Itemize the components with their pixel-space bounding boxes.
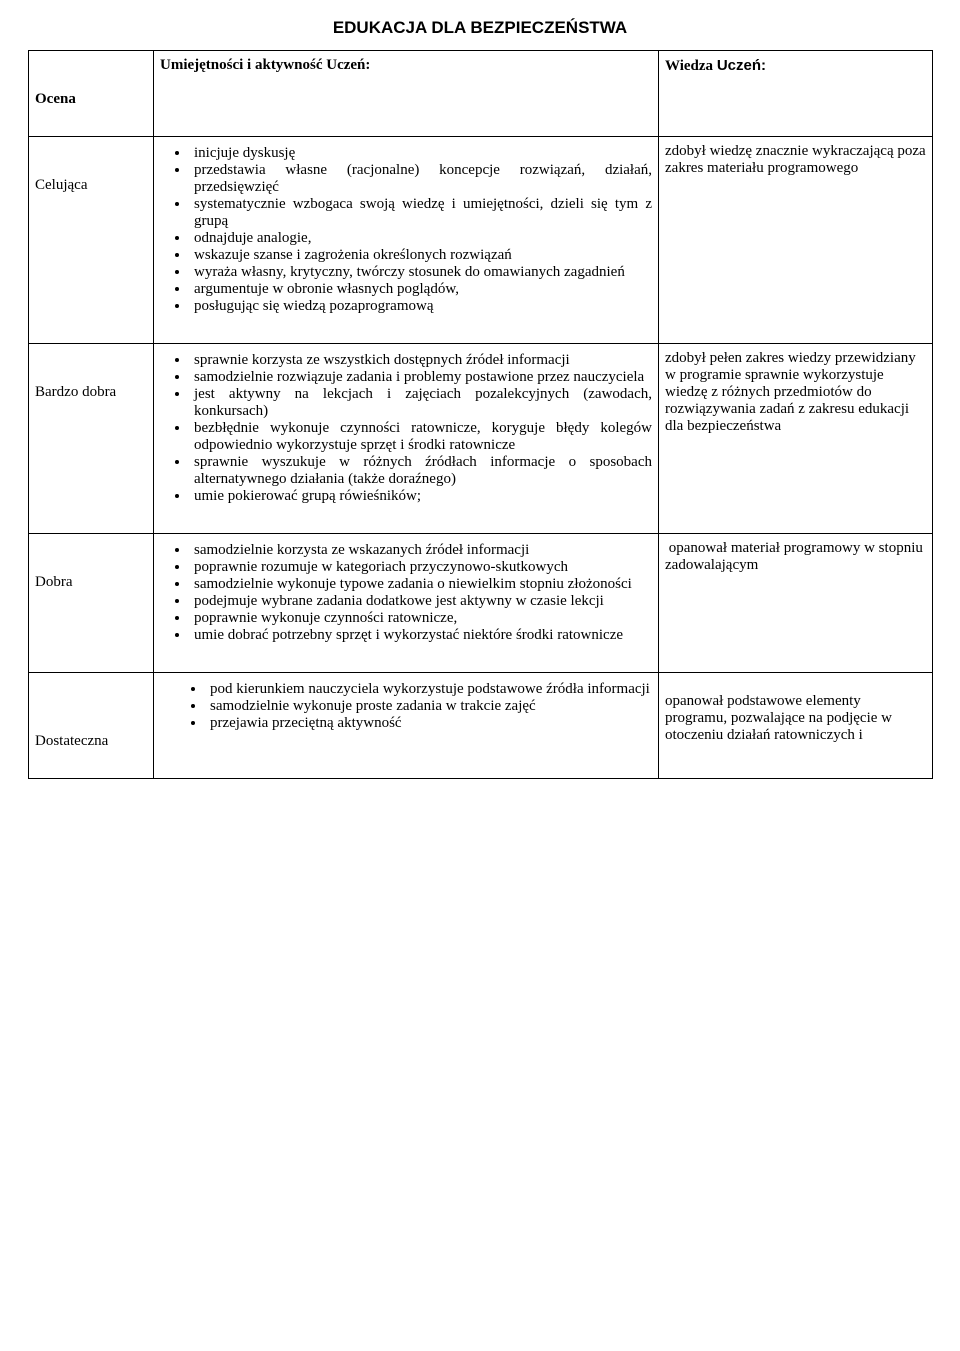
grade-label: Bardzo dobra (29, 344, 154, 534)
table-row: Celująca inicjuje dyskusję przedstawia w… (29, 137, 933, 344)
table-header-row: Ocena Umiejętności i aktywność Uczeń: Wi… (29, 51, 933, 137)
list-item: odnajduje analogie, (190, 230, 652, 247)
skills-cell: inicjuje dyskusję przedstawia własne (ra… (154, 137, 659, 344)
grade-label: Dobra (29, 534, 154, 673)
knowledge-cell: zdobył pełen zakres wiedzy przewidziany … (659, 344, 933, 534)
skills-list: sprawnie korzysta ze wszystkich dostępny… (160, 352, 652, 505)
header-umiejetnosci: Umiejętności i aktywność Uczeń: (154, 51, 659, 137)
page-title: EDUKACJA DLA BEZPIECZEŃSTWA (28, 18, 932, 38)
skills-cell: sprawnie korzysta ze wszystkich dostępny… (154, 344, 659, 534)
knowledge-cell: opanował materiał programowy w stopniu z… (659, 534, 933, 673)
grade-label: Celująca (29, 137, 154, 344)
table-row: Dobra samodzielnie korzysta ze wskazanyc… (29, 534, 933, 673)
list-item: przedstawia własne (racjonalne) koncepcj… (190, 162, 652, 196)
list-item: wskazuje szanse i zagrożenia określonych… (190, 247, 652, 264)
skills-list: samodzielnie korzysta ze wskazanych źród… (160, 542, 652, 644)
table-row: Dostateczna pod kierunkiem nauczyciela w… (29, 673, 933, 779)
list-item: inicjuje dyskusję (190, 145, 652, 162)
table-row: Bardzo dobra sprawnie korzysta ze wszyst… (29, 344, 933, 534)
list-item: sprawnie korzysta ze wszystkich dostępny… (190, 352, 652, 369)
list-item: umie dobrać potrzebny sprzęt i wykorzyst… (190, 627, 652, 644)
skills-cell: pod kierunkiem nauczyciela wykorzystuje … (154, 673, 659, 779)
list-item: pod kierunkiem nauczyciela wykorzystuje … (206, 681, 652, 698)
list-item: umie pokierować grupą rówieśników; (190, 488, 652, 505)
list-item: samodzielnie rozwiązuje zadania i proble… (190, 369, 652, 386)
list-item: podejmuje wybrane zadania dodatkowe jest… (190, 593, 652, 610)
skills-list: pod kierunkiem nauczyciela wykorzystuje … (160, 681, 652, 732)
list-item: samodzielnie wykonuje proste zadania w t… (206, 698, 652, 715)
list-item: sprawnie wyszukuje w różnych źródłach in… (190, 454, 652, 488)
skills-cell: samodzielnie korzysta ze wskazanych źród… (154, 534, 659, 673)
knowledge-cell: zdobył wiedzę znacznie wykraczającą poza… (659, 137, 933, 344)
list-item: wyraża własny, krytyczny, twórczy stosun… (190, 264, 652, 281)
list-item: bezbłędnie wykonuje czynności ratownicze… (190, 420, 652, 454)
list-item: samodzielnie wykonuje typowe zadania o n… (190, 576, 652, 593)
header-ocena: Ocena (29, 51, 154, 137)
header-wiedza-prefix: Wiedza (665, 58, 717, 74)
knowledge-cell: opanował podstawowe elementy programu, p… (659, 673, 933, 779)
list-item: systematycznie wzbogaca swoją wiedzę i u… (190, 196, 652, 230)
list-item: poprawnie wykonuje czynności ratownicze, (190, 610, 652, 627)
list-item: argumentuje w obronie własnych poglądów, (190, 281, 652, 298)
list-item: poprawnie rozumuje w kategoriach przyczy… (190, 559, 652, 576)
header-wiedza: Wiedza Uczeń: (659, 51, 933, 137)
header-wiedza-suffix: Uczeń: (717, 57, 766, 74)
list-item: posługując się wiedzą pozaprogramową (190, 298, 652, 315)
list-item: przejawia przeciętną aktywność (206, 715, 652, 732)
skills-list: inicjuje dyskusję przedstawia własne (ra… (160, 145, 652, 315)
grading-table: Ocena Umiejętności i aktywność Uczeń: Wi… (28, 50, 933, 779)
grade-label: Dostateczna (29, 673, 154, 779)
list-item: jest aktywny na lekcjach i zajęciach poz… (190, 386, 652, 420)
list-item: samodzielnie korzysta ze wskazanych źród… (190, 542, 652, 559)
